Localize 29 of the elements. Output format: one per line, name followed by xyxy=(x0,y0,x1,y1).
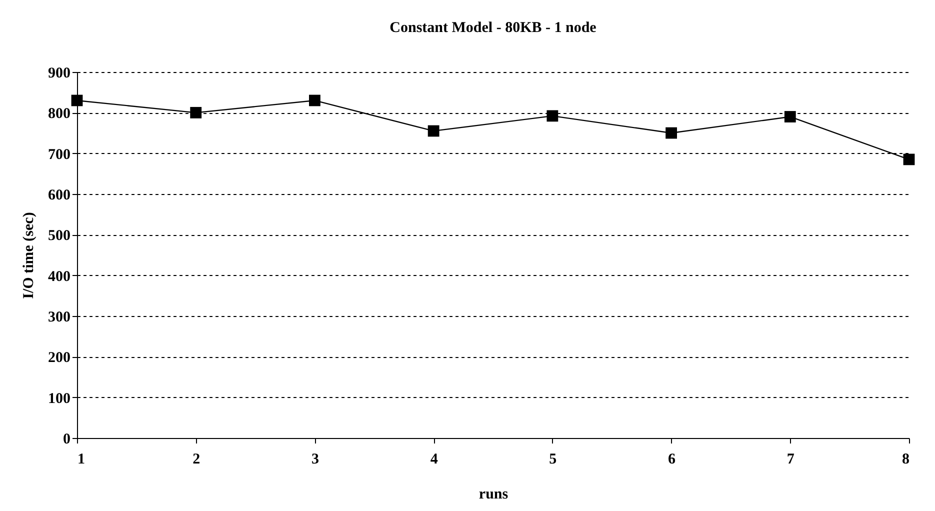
x-tick-label: 4 xyxy=(430,452,438,468)
y-tick-label: 500 xyxy=(48,228,70,244)
y-tick-label: 200 xyxy=(48,350,70,366)
point xyxy=(190,106,202,118)
x-tick-label: 7 xyxy=(786,452,795,468)
x-tick-label: 8 xyxy=(902,452,910,468)
y-tick-label: 0 xyxy=(63,432,70,448)
y-tick-label: 800 xyxy=(48,106,70,122)
y-tick-label: 700 xyxy=(48,146,70,163)
x-tick-label: 5 xyxy=(549,452,557,468)
y-tick-label: 600 xyxy=(48,188,70,204)
point xyxy=(903,154,915,166)
point xyxy=(309,94,320,106)
x-tick-label: 3 xyxy=(311,452,319,468)
x-tick-label: 6 xyxy=(668,452,676,468)
point xyxy=(428,125,440,137)
y-tick-label: 900 xyxy=(48,66,70,82)
x-axis-title: runs xyxy=(478,486,508,502)
x-tick-label: 1 xyxy=(78,452,85,468)
x-tick-label: 2 xyxy=(192,452,200,468)
y-tick-label: 100 xyxy=(48,390,70,407)
point xyxy=(71,94,83,106)
y-tick-label: 300 xyxy=(48,310,70,326)
point xyxy=(784,111,796,122)
chart-title: Constant Model - 80KB - 1 node xyxy=(390,20,597,36)
point xyxy=(666,127,677,139)
point xyxy=(546,110,558,122)
y-tick-label: 400 xyxy=(48,268,70,285)
y-axis-title: I/O time (sec) xyxy=(21,212,37,299)
